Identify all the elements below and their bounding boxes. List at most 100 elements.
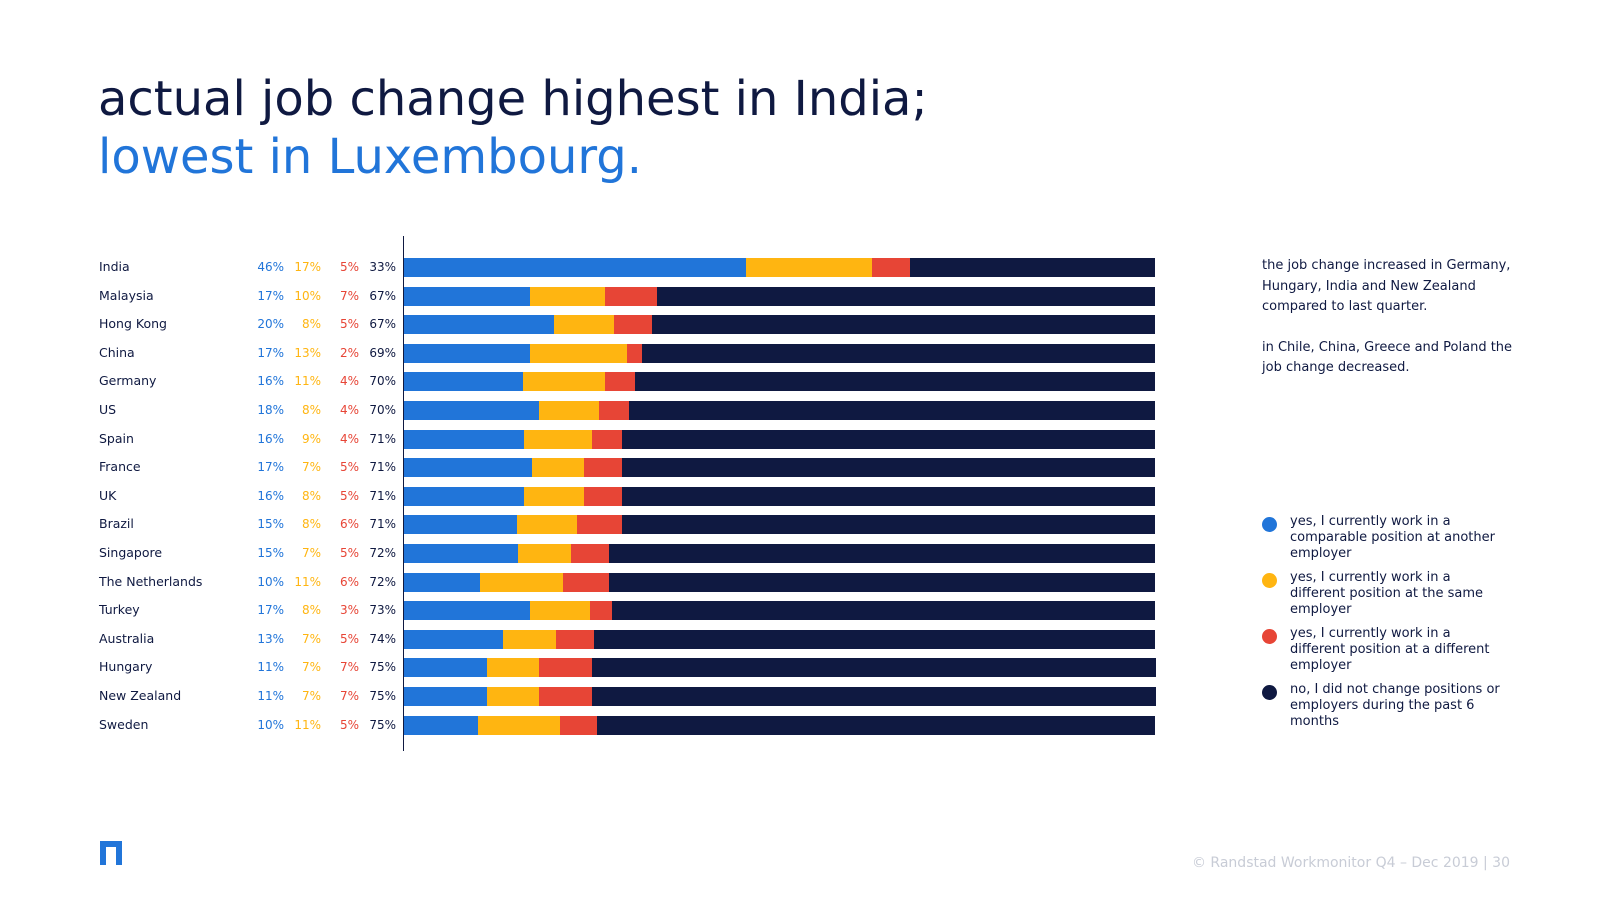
chart-legend: yes, I currently work in a comparable po… <box>1262 514 1502 738</box>
bar-segment-different-different-employer <box>539 658 593 678</box>
data-label-different-different-employer: 5% <box>339 260 359 274</box>
legend-label: yes, I currently work in a different pos… <box>1290 626 1490 673</box>
bar-segment-no-change <box>634 372 1156 392</box>
category-label: Germany <box>99 373 157 389</box>
bar-segment-comparable-other-employer <box>404 486 525 506</box>
data-label-comparable-other-employer: 16% <box>257 488 284 503</box>
data-label-comparable-other-employer: 46% <box>257 260 284 274</box>
bar-segment-no-change <box>621 429 1156 449</box>
data-label-different-same-employer: 7% <box>301 660 321 675</box>
bar-segment-comparable-other-employer <box>404 458 533 478</box>
bar-segment-different-same-employer <box>746 258 873 277</box>
data-label-no-change: 71% <box>369 517 396 532</box>
legend-dot-blue-icon <box>1262 517 1277 532</box>
bar-segment-different-different-employer <box>563 572 610 592</box>
bar-segment-comparable-other-employer <box>404 515 518 535</box>
data-label-comparable-other-employer: 11% <box>257 689 284 703</box>
category-label: Turkey <box>99 602 140 618</box>
bar-segment-no-change <box>621 458 1156 478</box>
bar-segment-different-different-employer <box>570 544 610 563</box>
bar-segment-different-different-employer <box>591 429 623 449</box>
bar-segment-no-change <box>621 486 1156 506</box>
bar-segment-different-same-employer <box>486 658 540 678</box>
data-label-different-same-employer: 11% <box>294 374 321 389</box>
page-subtitle: lowest in Luxembourg. <box>98 129 643 185</box>
bar-segment-comparable-other-employer <box>404 286 531 306</box>
category-label: Brazil <box>99 516 134 532</box>
bar-segment-no-change <box>591 658 1156 678</box>
bar-segment-different-same-employer <box>478 715 561 735</box>
data-label-different-different-employer: 5% <box>339 460 359 475</box>
bar-segment-different-same-employer <box>502 629 557 649</box>
category-label: Sweden <box>99 716 149 732</box>
data-label-different-different-employer: 7% <box>339 288 359 303</box>
legend-label: yes, I currently work in a different pos… <box>1290 570 1484 617</box>
bar-segment-different-different-employer <box>599 401 630 420</box>
bar-segment-different-same-employer <box>522 372 606 392</box>
bar-segment-comparable-other-employer <box>404 687 488 706</box>
bar-segment-different-different-employer <box>560 715 598 735</box>
legend-dot-yellow-icon <box>1262 573 1277 588</box>
bar-segment-no-change <box>656 286 1156 306</box>
data-label-different-same-employer: 9% <box>301 431 321 446</box>
data-label-comparable-other-employer: 13% <box>257 631 284 646</box>
bar-segment-no-change <box>608 544 1156 563</box>
legend-item-no-change: no, I did not change positions or employ… <box>1262 682 1502 730</box>
bar-segment-comparable-other-employer <box>404 572 481 592</box>
bar-segment-different-same-employer <box>516 515 578 535</box>
data-label-no-change: 70% <box>369 403 396 417</box>
bar-segment-different-different-employer <box>584 458 623 478</box>
data-label-comparable-other-employer: 17% <box>257 603 284 618</box>
data-label-comparable-other-employer: 15% <box>257 546 284 560</box>
data-label-comparable-other-employer: 17% <box>257 460 284 475</box>
data-label-comparable-other-employer: 10% <box>257 574 284 589</box>
data-label-different-different-employer: 5% <box>339 546 359 560</box>
data-label-no-change: 33% <box>369 260 396 274</box>
bar-segment-comparable-other-employer <box>404 544 519 563</box>
category-label: China <box>99 344 135 360</box>
data-label-no-change: 72% <box>369 546 396 560</box>
category-label: Singapore <box>99 545 163 560</box>
data-label-different-same-employer: 8% <box>301 517 321 532</box>
category-label: Malaysia <box>99 287 154 303</box>
data-label-different-different-employer: 7% <box>339 689 359 703</box>
bar-segment-different-same-employer <box>479 572 564 592</box>
bar-segment-no-change <box>651 315 1156 335</box>
data-label-different-different-employer: 5% <box>339 631 359 646</box>
bar-segment-different-same-employer <box>530 286 606 306</box>
data-label-comparable-other-employer: 16% <box>257 431 284 446</box>
bar-segment-different-same-employer <box>486 687 540 706</box>
bar-segment-different-same-employer <box>524 486 585 506</box>
data-label-no-change: 67% <box>369 317 396 332</box>
note-paragraph-increase: the job change increased in Germany, Hun… <box>1262 258 1511 314</box>
bar-segment-no-change <box>591 687 1156 706</box>
data-label-different-same-employer: 7% <box>301 631 321 646</box>
bar-segment-comparable-other-employer <box>404 401 540 420</box>
bar-segment-comparable-other-employer <box>404 372 524 392</box>
data-label-different-same-employer: 11% <box>294 717 321 732</box>
bar-segment-different-same-employer <box>554 315 615 335</box>
data-label-different-same-employer: 17% <box>294 260 321 274</box>
data-label-different-same-employer: 8% <box>301 603 321 618</box>
legend-item-comparable-other-employer: yes, I currently work in a comparable po… <box>1262 514 1502 562</box>
data-label-different-same-employer: 7% <box>301 460 321 475</box>
data-label-no-change: 75% <box>369 660 396 675</box>
data-label-different-different-employer: 4% <box>339 374 359 389</box>
category-label: India <box>99 259 130 274</box>
category-label: UK <box>99 487 117 503</box>
category-label: New Zealand <box>99 688 182 703</box>
category-label: Hungary <box>99 659 153 675</box>
bar-segment-no-change <box>621 515 1156 535</box>
data-label-no-change: 71% <box>369 488 396 503</box>
category-label: Hong Kong <box>99 316 167 332</box>
data-label-different-different-employer: 6% <box>339 574 359 589</box>
bar-segment-different-different-employer <box>589 601 613 621</box>
legend-label: yes, I currently work in a comparable po… <box>1290 514 1495 561</box>
data-label-different-different-employer: 5% <box>339 488 359 503</box>
data-label-different-different-employer: 7% <box>339 660 359 675</box>
bar-segment-different-different-employer <box>627 343 643 363</box>
data-label-no-change: 70% <box>369 374 396 389</box>
category-label: The Netherlands <box>99 573 203 589</box>
footer-copyright: © Randstad Workmonitor Q4 – Dec 2019 | 3… <box>1191 855 1510 871</box>
